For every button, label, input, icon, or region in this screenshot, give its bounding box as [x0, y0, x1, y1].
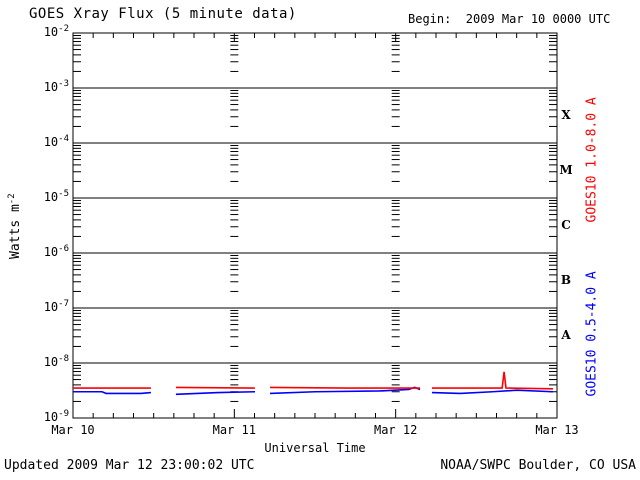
log-minor-ticks [73, 35, 557, 402]
begin-timestamp: Begin: 2009 Mar 10 0000 UTC [408, 12, 611, 26]
flare-class-a: A [561, 327, 571, 342]
series-label-long: GOES10 1.0-8.0 A [584, 97, 600, 223]
time-ticks [72, 33, 558, 418]
x-axis-title: Universal Time [264, 441, 366, 455]
updated-timestamp: Updated 2009 Mar 12 23:00:02 UTC [4, 458, 255, 473]
x-tick-label: Mar 12 [373, 423, 418, 437]
y-tick-label: 10-9 [43, 409, 69, 424]
plot-frame [72, 32, 558, 419]
x-tick-label: Mar 10 [51, 423, 95, 437]
y-tick-label: 10-4 [43, 134, 69, 149]
y-tick-label: 10-3 [43, 79, 69, 94]
y-tick-label: 10-6 [43, 244, 69, 259]
xray-trace-long-wavelength [73, 371, 553, 390]
flare-class-x: X [561, 107, 571, 122]
noaa-credit: NOAA/SWPC Boulder, CO USA [440, 458, 636, 473]
decade-gridlines [73, 87, 557, 364]
flare-class-c: C [561, 217, 571, 232]
y-tick-label: 10-2 [43, 24, 69, 39]
x-tick-label: Mar 11 [212, 423, 256, 437]
series-label-short: GOES10 0.5-4.0 A [584, 271, 600, 397]
x-tick-label: Mar 13 [535, 423, 579, 437]
y-tick-label: 10-5 [43, 189, 69, 204]
flare-class-m: M [559, 162, 573, 177]
y-tick-label: 10-8 [43, 354, 69, 369]
chart-title: GOES Xray Flux (5 minute data) [29, 6, 297, 22]
flare-class-b: B [560, 272, 572, 287]
y-tick-label: 10-7 [43, 299, 69, 314]
